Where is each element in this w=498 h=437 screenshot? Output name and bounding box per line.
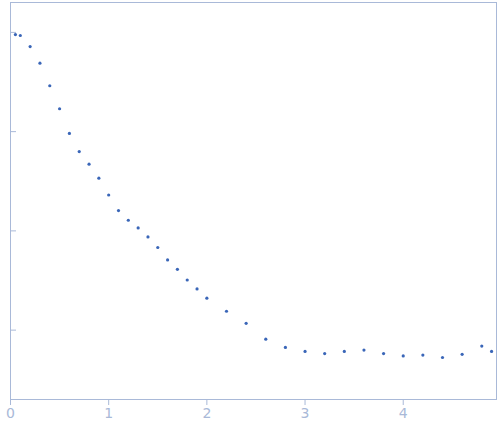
- svg-text:4: 4: [399, 405, 408, 421]
- svg-text:1: 1: [104, 405, 113, 421]
- svg-text:3: 3: [301, 405, 310, 421]
- svg-text:2: 2: [202, 405, 211, 421]
- svg-text:0: 0: [6, 405, 15, 421]
